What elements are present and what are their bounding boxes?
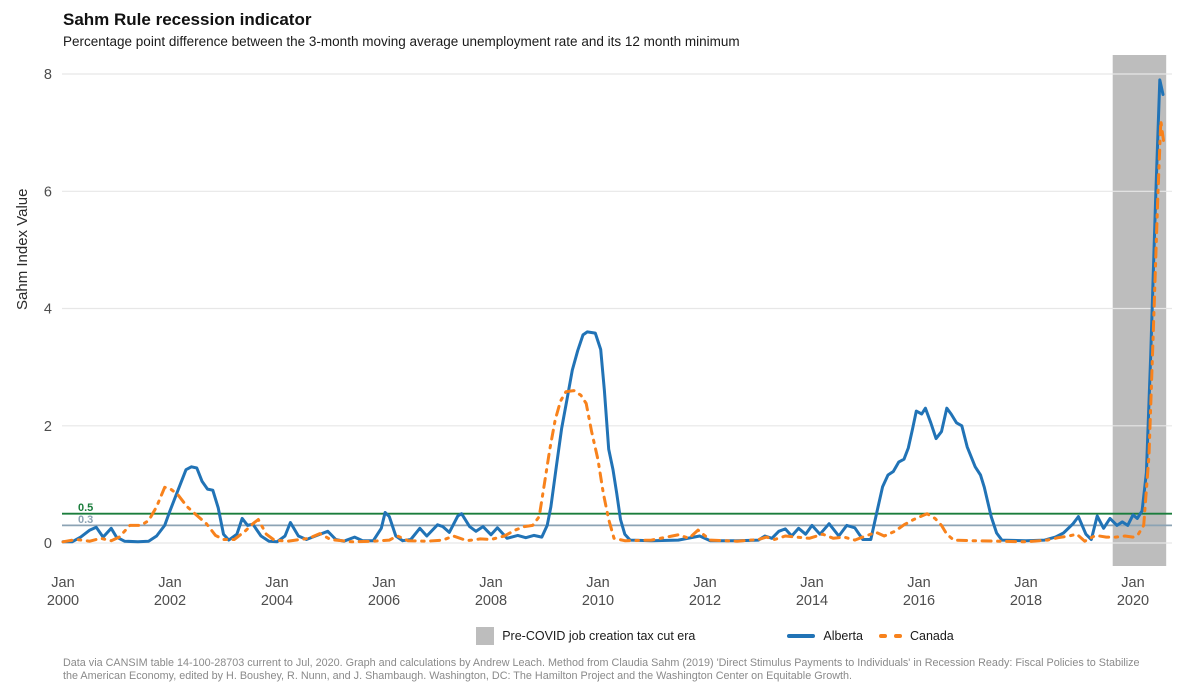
x-tick-year-label: 2006 bbox=[368, 593, 400, 609]
legend-item-shade: Pre-COVID job creation tax cut era bbox=[476, 627, 695, 645]
x-tick-year-label: 2010 bbox=[582, 593, 614, 609]
y-tick-label: 0 bbox=[44, 536, 52, 552]
x-tick-month-label: Jan bbox=[586, 575, 609, 591]
legend-item-canada: Canada bbox=[878, 629, 954, 643]
chart-caption: Data via CANSIM table 14-100-28703 curre… bbox=[63, 657, 1140, 683]
x-tick-month-label: Jan bbox=[907, 575, 930, 591]
x-tick-year-label: 2002 bbox=[154, 593, 186, 609]
x-tick-year-label: 2014 bbox=[796, 593, 828, 609]
x-tick-year-label: 2020 bbox=[1117, 593, 1149, 609]
legend: Pre-COVID job creation tax cut era Alber… bbox=[0, 627, 1200, 645]
legend-label-canada: Canada bbox=[909, 629, 954, 643]
legend-item-alberta: Alberta bbox=[787, 629, 863, 643]
x-tick-month-label: Jan bbox=[158, 575, 181, 591]
y-tick-label: 6 bbox=[44, 184, 52, 200]
x-tick-year-label: 2008 bbox=[475, 593, 507, 609]
legend-label-shade: Pre-COVID job creation tax cut era bbox=[502, 629, 696, 643]
reference-line-label-0.5: 0.5 bbox=[78, 502, 93, 514]
alberta-line-swatch-icon bbox=[787, 634, 816, 638]
x-tick-month-label: Jan bbox=[479, 575, 502, 591]
y-tick-label: 8 bbox=[44, 67, 52, 83]
x-tick-month-label: Jan bbox=[265, 575, 288, 591]
series-canada-line bbox=[61, 119, 1166, 544]
x-tick-month-label: Jan bbox=[800, 575, 823, 591]
x-tick-year-label: 2016 bbox=[903, 593, 935, 609]
x-tick-month-label: Jan bbox=[693, 575, 716, 591]
x-tick-year-label: 2018 bbox=[1010, 593, 1042, 609]
x-tick-year-label: 2004 bbox=[261, 593, 293, 609]
x-tick-month-label: Jan bbox=[1121, 575, 1144, 591]
reference-line-label-0.3: 0.3 bbox=[78, 514, 93, 526]
y-tick-label: 4 bbox=[44, 302, 52, 318]
chart-title: Sahm Rule recession indicator bbox=[63, 10, 312, 29]
series-alberta-line bbox=[61, 78, 1165, 544]
y-tick-label: 2 bbox=[44, 419, 52, 435]
shade-swatch-icon bbox=[476, 627, 495, 645]
canada-dash-swatch-icon bbox=[878, 634, 902, 638]
plot-svg: 0.50.3 0 2 4 6 8 Jan 2000 Jan 2002 Jan 2004 Jan 2006 J… bbox=[44, 55, 1172, 609]
x-tick-month-label: Jan bbox=[372, 575, 395, 591]
x-tick-year-label: 2000 bbox=[47, 593, 79, 609]
x-tick-year-label: 2012 bbox=[689, 593, 721, 609]
legend-label-alberta: Alberta bbox=[823, 629, 863, 643]
chart-subtitle: Percentage point difference between the … bbox=[63, 34, 740, 49]
x-tick-month-label: Jan bbox=[1014, 575, 1037, 591]
x-tick-month-label: Jan bbox=[51, 575, 74, 591]
